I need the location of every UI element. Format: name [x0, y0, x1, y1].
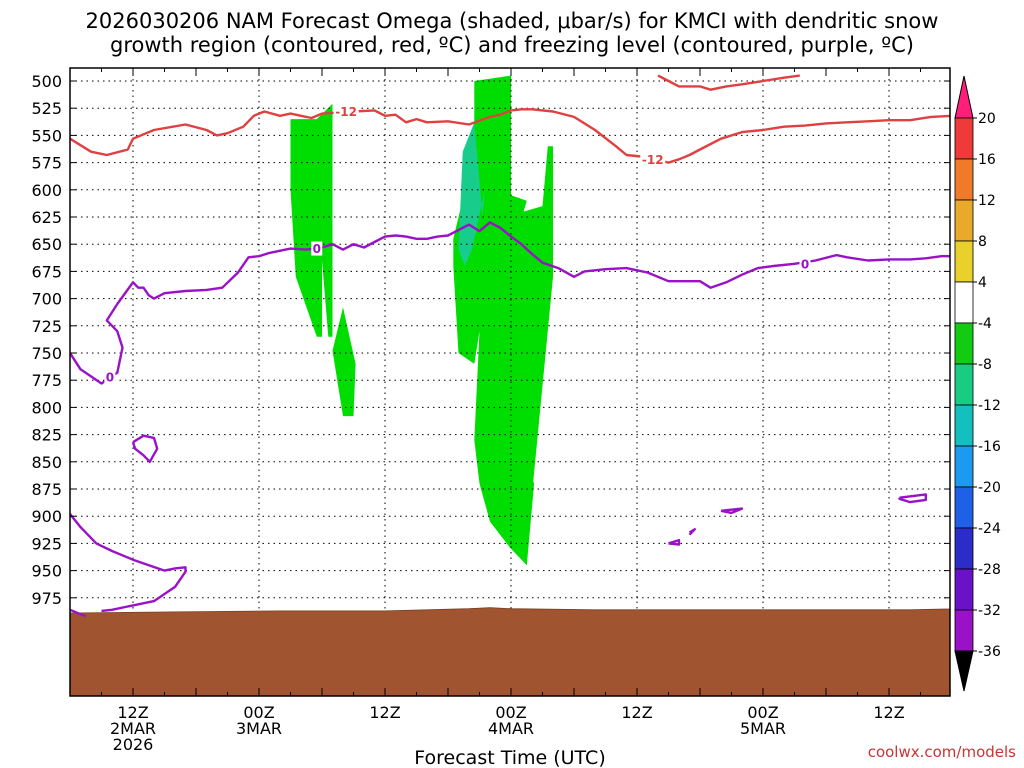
colorbar-segment-8	[954, 240, 974, 283]
colorbar-label--4: -4	[978, 316, 992, 332]
dgz-label-1: -12	[335, 105, 357, 119]
chart-title-line-2: growth region (contoured, red, ºC) and f…	[110, 33, 914, 57]
omega-area-d	[458, 122, 485, 266]
omega-shading	[290, 75, 553, 566]
chart-title-line-1: 2026030206 NAM Forecast Omega (shaded, μ…	[86, 9, 939, 33]
freezing-level-line-blob_1	[131, 434, 159, 463]
colorbar-label--28: -28	[978, 562, 1001, 578]
y-tick-label-900: 900	[31, 507, 62, 526]
colorbar-label-20: 20	[978, 111, 996, 127]
freezing-level-contours: 0 0 0	[70, 221, 950, 618]
colorbar-label--12: -12	[978, 398, 1001, 414]
y-tick-label-550: 550	[31, 126, 62, 145]
colorbar-segment--12	[954, 404, 974, 447]
colorbar-segment--32	[954, 609, 974, 652]
freezing-level-line-dash_1	[668, 538, 681, 546]
y-tick-label-950: 950	[31, 562, 62, 581]
credit-text: coolwx.com/models	[868, 743, 1016, 761]
x-tick-label-66-1: 00Z	[747, 703, 778, 722]
dgz-label-2: -12	[642, 153, 664, 167]
y-tick-label-600: 600	[31, 181, 62, 200]
y-tick-label-500: 500	[31, 72, 62, 91]
colorbar-segment--8	[954, 363, 974, 406]
y-tick-label-850: 850	[31, 453, 62, 472]
x-tick-label-18-1: 00Z	[243, 703, 274, 722]
y-tick-label-525: 525	[31, 99, 62, 118]
colorbar-segment-12	[954, 199, 974, 242]
y-tick-label-625: 625	[31, 208, 62, 227]
dgz-line-main	[70, 108, 950, 164]
colorbar-segment--28	[954, 568, 974, 611]
colorbar-segment-16	[954, 158, 974, 201]
y-tick-label-825: 825	[31, 426, 62, 445]
dgz-contours: -12 -12	[70, 74, 950, 167]
colorbar-label--16: -16	[978, 439, 1001, 455]
freezing-level-line-blob_4	[688, 528, 696, 536]
colorbar-top-triangle	[954, 75, 974, 119]
y-tick-label-750: 750	[31, 344, 62, 363]
x-tick-label-78-1: 12Z	[873, 703, 904, 722]
x-tick-label-30-1: 12Z	[369, 703, 400, 722]
y-tick-label-675: 675	[31, 262, 62, 281]
terrain-ground	[70, 607, 950, 696]
x-tick-label-66-2: 5MAR	[740, 719, 786, 738]
y-tick-label-975: 975	[31, 589, 62, 608]
y-tick-label-650: 650	[31, 235, 62, 254]
freezing-level-label-2: 0	[801, 257, 809, 271]
colorbar-segment-4	[954, 281, 974, 324]
freezing-level-line-blob_2	[898, 493, 927, 504]
plot-frame	[69, 67, 951, 697]
x-tick-label-6-1: 12Z	[117, 703, 148, 722]
omega-area-b	[332, 307, 356, 417]
colorbar-bottom-triangle	[954, 650, 974, 692]
y-tick-label-725: 725	[31, 317, 62, 336]
x-tick-label-42-2: 4MAR	[488, 719, 534, 738]
x-tick-label-6-2: 2MAR	[110, 719, 156, 738]
freezing-level-line-main	[70, 221, 950, 385]
colorbar-label-12: 12	[978, 193, 996, 209]
colorbar-segment--16	[954, 445, 974, 488]
freezing-level-line-bottom_1	[70, 513, 187, 613]
colorbar: 20 16 12 8 4 -4 -8 -12 -16 -20 -24 -28 -32 -36	[954, 75, 1001, 692]
y-tick-label-875: 875	[31, 480, 62, 499]
colorbar-label--32: -32	[978, 603, 1001, 619]
y-tick-label-800: 800	[31, 398, 62, 417]
gridlines	[70, 68, 950, 696]
colorbar-label-16: 16	[978, 152, 996, 168]
ground-area	[70, 607, 950, 696]
freezing-level-label-3: 0	[106, 370, 114, 384]
colorbar-label-8: 8	[978, 234, 987, 250]
colorbar-segment-20	[954, 117, 974, 160]
colorbar-label--8: -8	[978, 357, 992, 373]
freezing-level-line-blob_3	[720, 507, 744, 515]
colorbar-label--36: -36	[978, 644, 1001, 660]
colorbar-label--24: -24	[978, 521, 1001, 537]
x-tick-label-18-2: 3MAR	[236, 719, 282, 738]
x-axis-title: Forecast Time (UTC)	[414, 747, 605, 768]
x-tick-label-54-1: 12Z	[621, 703, 652, 722]
y-tick-label-775: 775	[31, 371, 62, 390]
freezing-level-line-bottom_2	[70, 608, 87, 618]
omega-area-a	[290, 103, 333, 337]
y-tick-label-925: 925	[31, 534, 62, 553]
x-tick-label-42-1: 00Z	[495, 703, 526, 722]
dgz-line-top	[657, 74, 800, 91]
colorbar-segment--24	[954, 527, 974, 570]
colorbar-label--20: -20	[978, 480, 1001, 496]
y-tick-label-575: 575	[31, 154, 62, 173]
colorbar-segment--20	[954, 486, 974, 529]
y-axis: 500 525 550 575 600 625 650 675 700 725 750 775 800 8…	[31, 72, 950, 608]
colorbar-segment--4	[954, 322, 974, 365]
freezing-level-label-1: 0	[313, 242, 321, 256]
y-tick-label-700: 700	[31, 290, 62, 309]
colorbar-label-4: 4	[978, 275, 987, 291]
x-tick-label-6-3: 2026	[113, 735, 154, 754]
